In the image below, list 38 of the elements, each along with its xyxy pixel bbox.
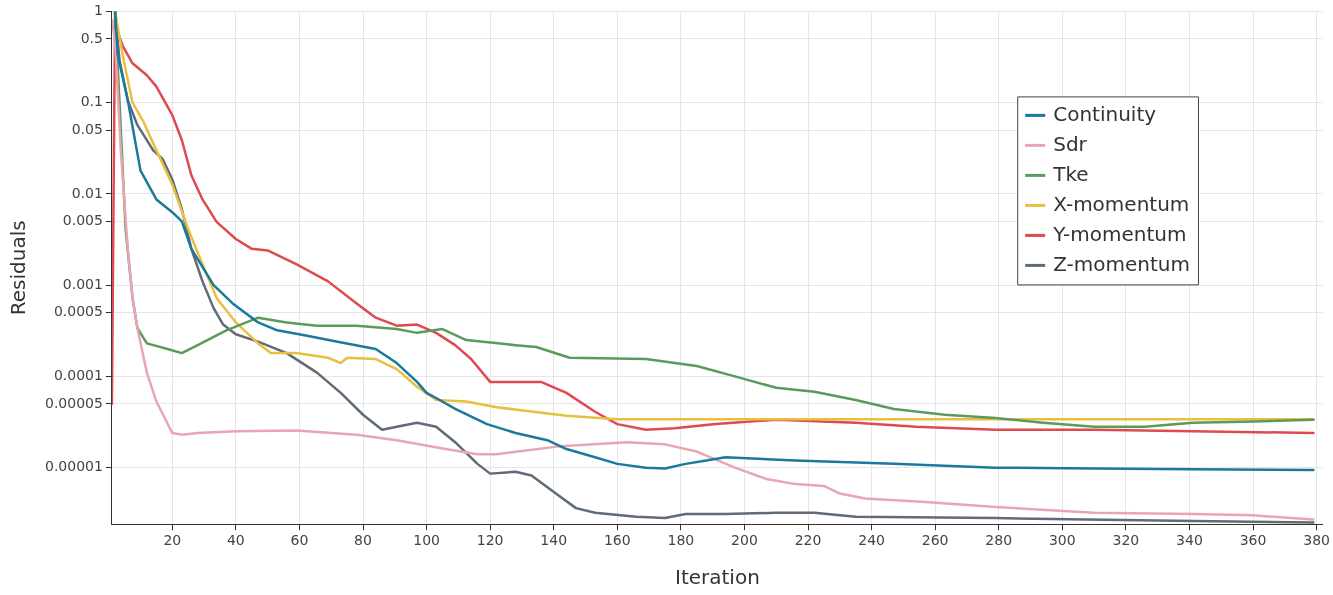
legend-label: Tke [1052, 161, 1089, 186]
x-tick-label: 80 [354, 532, 372, 549]
x-tick-label: 100 [413, 532, 440, 549]
y-axis-title: Residuals [6, 220, 31, 316]
x-tick-label: 300 [1048, 532, 1076, 549]
y-tick-label: 0.01 [71, 184, 103, 201]
x-tick-label: 120 [476, 532, 504, 549]
x-tick-label: 160 [603, 532, 631, 549]
x-tick-label: 220 [794, 532, 822, 549]
y-tick-label: 0.5 [80, 29, 103, 46]
x-tick-label: 180 [667, 532, 695, 549]
legend-label: Sdr [1053, 131, 1088, 156]
legend-label: Z-momentum [1053, 251, 1190, 276]
y-tick-label: 0.00005 [44, 394, 103, 411]
x-tick-label: 320 [1112, 532, 1140, 549]
y-tick-label: 0.00001 [44, 458, 103, 475]
x-tick-label: 200 [731, 532, 758, 549]
x-tick-label: 140 [540, 532, 568, 549]
x-tick-label: 260 [921, 532, 949, 549]
y-tick-label: 0.05 [71, 120, 103, 137]
y-tick-label: 1 [93, 2, 103, 19]
x-tick-label: 280 [985, 532, 1013, 549]
x-tick-label: 40 [226, 532, 245, 549]
y-tick-label: 0.0005 [53, 303, 103, 320]
legend-label: Continuity [1053, 101, 1157, 126]
x-tick-label: 340 [1176, 532, 1203, 549]
x-tick-label: 360 [1239, 532, 1267, 549]
x-tick-label: 60 [290, 532, 309, 549]
y-tick-label: 0.005 [62, 212, 103, 229]
y-tick-label: 0.1 [80, 93, 103, 110]
x-tick-label: 240 [858, 532, 885, 549]
legend-label: Y-momentum [1052, 221, 1187, 246]
y-tick-label: 0.0001 [53, 367, 103, 384]
x-tick-label: 380 [1303, 532, 1330, 549]
x-axis-title: Iteration [675, 565, 760, 590]
y-tick-label: 0.001 [62, 275, 103, 292]
legend-label: X-momentum [1053, 191, 1190, 216]
x-tick-label: 20 [163, 532, 182, 549]
